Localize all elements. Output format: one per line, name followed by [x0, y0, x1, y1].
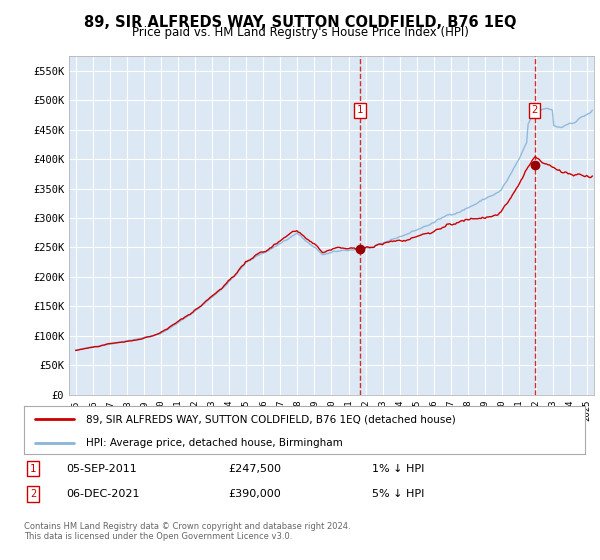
Text: 5% ↓ HPI: 5% ↓ HPI	[372, 489, 424, 499]
Text: 05-SEP-2011: 05-SEP-2011	[66, 464, 137, 474]
Text: 2: 2	[532, 105, 538, 115]
Text: 06-DEC-2021: 06-DEC-2021	[66, 489, 139, 499]
Text: 89, SIR ALFREDS WAY, SUTTON COLDFIELD, B76 1EQ: 89, SIR ALFREDS WAY, SUTTON COLDFIELD, B…	[84, 15, 516, 30]
Text: 1: 1	[357, 105, 363, 115]
Text: Price paid vs. HM Land Registry's House Price Index (HPI): Price paid vs. HM Land Registry's House …	[131, 26, 469, 39]
Text: £390,000: £390,000	[228, 489, 281, 499]
Text: £247,500: £247,500	[228, 464, 281, 474]
Text: 1% ↓ HPI: 1% ↓ HPI	[372, 464, 424, 474]
Text: Contains HM Land Registry data © Crown copyright and database right 2024.
This d: Contains HM Land Registry data © Crown c…	[24, 522, 350, 542]
Text: 1: 1	[30, 464, 36, 474]
Text: 89, SIR ALFREDS WAY, SUTTON COLDFIELD, B76 1EQ (detached house): 89, SIR ALFREDS WAY, SUTTON COLDFIELD, B…	[86, 414, 455, 424]
Text: 2: 2	[30, 489, 36, 499]
Text: HPI: Average price, detached house, Birmingham: HPI: Average price, detached house, Birm…	[86, 438, 343, 448]
